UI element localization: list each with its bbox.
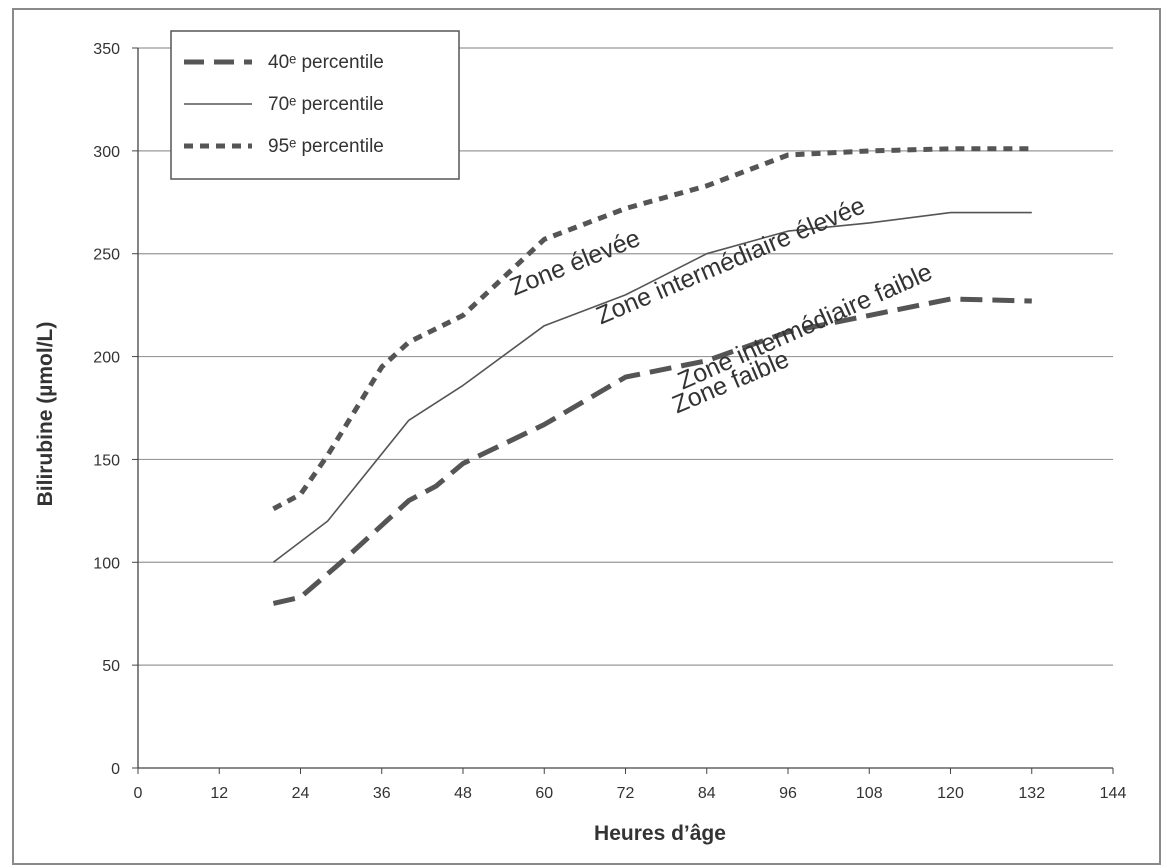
series-line-dotted	[272, 146, 1032, 512]
y-tick-label-1: 50	[102, 658, 120, 675]
y-tick-label-4: 200	[93, 350, 120, 367]
legend-box	[170, 30, 460, 180]
x-tick-label-7: 84	[698, 785, 716, 802]
grid-lines	[138, 47, 1113, 666]
legend-label-70: 70ᵉ percentile	[268, 94, 384, 115]
x-tick-label-12: 144	[1100, 785, 1127, 802]
y-tick-label-3: 150	[93, 452, 120, 469]
y-tick-label-0: 0	[111, 761, 120, 778]
axes: 0 50 100 150 200 250 300 350 0 12 24 36 48 60 72 84 96 10…	[93, 41, 1126, 802]
legend: 40ᵉ percentile 70ᵉ percentile 95ᵉ percen…	[170, 30, 460, 180]
y-axis-title: Bilirubine (µmol/L)	[34, 322, 57, 507]
x-tick-label-9: 108	[856, 785, 883, 802]
y-tick-label-7: 350	[93, 41, 120, 58]
x-tick-label-10: 120	[937, 785, 964, 802]
series-line-solid	[272, 211, 1032, 563]
x-tick-label-11: 132	[1018, 785, 1045, 802]
x-tick-label-4: 48	[454, 785, 472, 802]
series-line-dashed	[272, 296, 1032, 606]
x-tick-label-8: 96	[779, 785, 797, 802]
x-tick-label-2: 24	[292, 785, 310, 802]
legend-label-95: 95ᵉ percentile	[268, 136, 384, 157]
y-tick-label-5: 250	[93, 247, 120, 264]
x-tick-label-6: 72	[617, 785, 635, 802]
zone-label-0: Zone élevée	[506, 224, 644, 302]
x-tick-label-5: 60	[535, 785, 553, 802]
y-tick-label-6: 300	[93, 144, 120, 161]
series-group	[272, 146, 1032, 606]
x-axis-title: Heures d’âge	[594, 822, 726, 845]
x-tick-label-1: 12	[210, 785, 228, 802]
legend-label-40: 40ᵉ percentile	[268, 52, 384, 73]
x-tick-label-0: 0	[134, 785, 143, 802]
y-tick-label-2: 100	[93, 555, 120, 572]
x-tick-label-3: 36	[373, 785, 391, 802]
